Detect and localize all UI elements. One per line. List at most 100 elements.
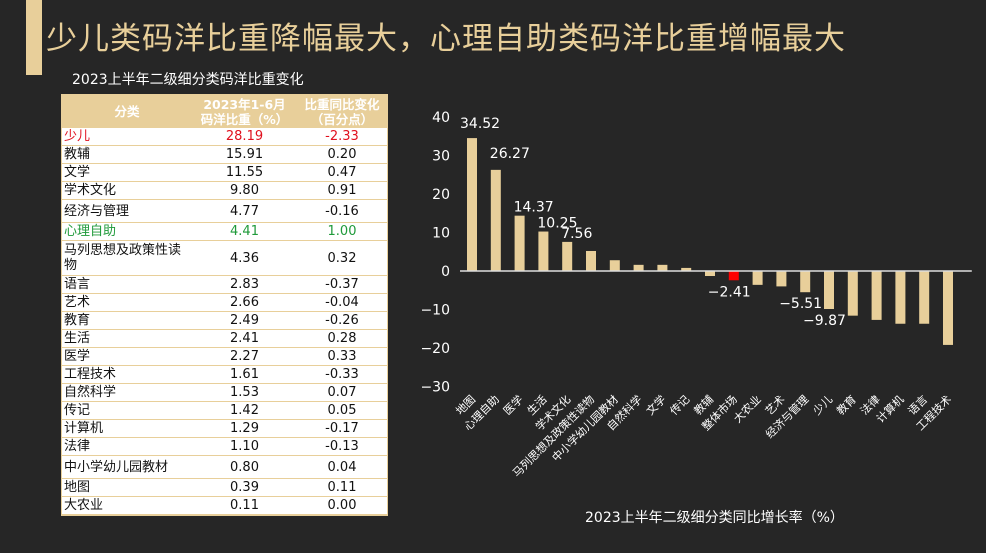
cell-category: 文学 [62, 163, 192, 182]
cell-share: 4.36 [192, 240, 297, 276]
table-row: 大农业 0.11 0.00 [62, 496, 387, 515]
bar [728, 271, 739, 281]
cell-change: 0.32 [297, 240, 387, 276]
y-tick-label: 0 [441, 264, 450, 280]
bar [847, 271, 858, 316]
table-row: 少儿 28.19 -2.33 [62, 128, 387, 146]
y-tick-label: −10 [420, 303, 450, 319]
cell-change: -0.16 [297, 199, 387, 223]
cell-share: 1.53 [192, 383, 297, 402]
cell-share: 0.39 [192, 478, 297, 497]
cell-share: 2.27 [192, 347, 297, 366]
y-tick-label: 10 [432, 226, 450, 242]
cell-change: -0.26 [297, 311, 387, 330]
bar [633, 264, 644, 271]
cell-change: 0.91 [297, 181, 387, 200]
x-category-label: 少儿 [810, 393, 835, 418]
table-row: 计算机 1.29 -0.17 [62, 419, 387, 438]
table-title: 2023上半年二级细分类码洋比重变化 [72, 72, 304, 88]
bar [943, 271, 953, 345]
cell-share: 2.41 [192, 329, 297, 348]
cell-share: 4.77 [192, 199, 297, 223]
table-row: 中小学幼儿园教材 0.80 0.04 [62, 455, 387, 479]
header-category: 分类 [62, 95, 192, 128]
data-label: −9.87 [803, 313, 846, 329]
table-row: 语言 2.83 -0.37 [62, 275, 387, 294]
data-label: 7.56 [561, 226, 592, 242]
cell-share: 28.19 [192, 128, 297, 146]
cell-change: -2.33 [297, 128, 387, 146]
cell-share: 4.41 [192, 222, 297, 241]
cell-share: 0.80 [192, 455, 297, 479]
cell-category: 大农业 [62, 496, 192, 515]
cell-share: 1.42 [192, 401, 297, 420]
x-category-label: 传记 [668, 393, 693, 418]
cell-change: 0.07 [297, 383, 387, 402]
cell-category: 艺术 [62, 293, 192, 312]
bar [562, 241, 573, 271]
table-row: 工程技术 1.61 -0.33 [62, 365, 387, 384]
y-tick-label: 20 [432, 187, 450, 203]
table-row: 法律 1.10 -0.13 [62, 437, 387, 456]
bar [490, 169, 501, 271]
cell-change: 0.04 [297, 455, 387, 479]
table-row: 医学 2.27 0.33 [62, 347, 387, 366]
cell-category: 中小学幼儿园教材 [62, 455, 192, 479]
cell-share: 0.11 [192, 496, 297, 515]
cell-share: 2.83 [192, 275, 297, 294]
bar [586, 250, 596, 271]
table-header-row: 分类 2023年1-6月 码洋比重（%） 比重同比变化 （百分点） [62, 95, 387, 128]
cell-category: 医学 [62, 347, 192, 366]
cell-category: 法律 [62, 437, 192, 456]
y-tick-label: −30 [420, 380, 450, 396]
y-tick-label: −20 [420, 341, 450, 357]
cell-change: -0.04 [297, 293, 387, 312]
share-table: 分类 2023年1-6月 码洋比重（%） 比重同比变化 （百分点） 少儿 28.19-… [61, 94, 388, 516]
table-row: 心理自助 4.41 1.00 [62, 222, 387, 241]
table-row: 经济与管理 4.77 -0.16 [62, 199, 387, 223]
cell-share: 11.55 [192, 163, 297, 182]
header-share: 2023年1-6月 码洋比重（%） [192, 95, 297, 128]
data-label: −5.51 [779, 296, 822, 312]
cell-share: 15.91 [192, 145, 297, 164]
bar [824, 271, 834, 309]
cell-category: 教育 [62, 311, 192, 330]
cell-category: 少儿 [62, 128, 192, 146]
cell-category: 工程技术 [62, 365, 192, 384]
data-label: 10.25 [537, 216, 577, 232]
growth-bar-chart: 403020100−10−20−3034.52地图26.27心理自助14.37医… [420, 110, 972, 480]
data-label: 14.37 [514, 200, 554, 216]
cell-category: 传记 [62, 401, 192, 420]
table-row: 文学 11.55 0.47 [62, 163, 387, 182]
cell-share: 1.61 [192, 365, 297, 384]
bar [705, 271, 715, 277]
bar [538, 231, 549, 271]
cell-change: 0.28 [297, 329, 387, 348]
bar [609, 260, 620, 271]
x-category-label: 大农业 [730, 392, 763, 425]
cell-change: 0.05 [297, 401, 387, 420]
title-accent-bar [26, 0, 42, 75]
bar [800, 271, 811, 293]
cell-category: 心理自助 [62, 222, 192, 241]
bar [776, 271, 787, 287]
data-label: 26.27 [490, 146, 530, 162]
cell-category: 学术文化 [62, 181, 192, 200]
data-label: −2.41 [708, 284, 751, 300]
bar [514, 215, 525, 271]
x-category-label: 计算机 [873, 392, 906, 425]
table-row: 生活 2.41 0.28 [62, 329, 387, 348]
cell-category: 语言 [62, 275, 192, 294]
table-row: 学术文化 9.80 0.91 [62, 181, 387, 200]
bar [467, 138, 477, 271]
cell-share: 2.66 [192, 293, 297, 312]
cell-category: 教辅 [62, 145, 192, 164]
cell-change: 0.47 [297, 163, 387, 182]
cell-category: 马列思想及政策性读物 [62, 240, 192, 276]
bar [895, 271, 906, 324]
bar [871, 271, 882, 320]
cell-share: 9.80 [192, 181, 297, 200]
cell-share: 1.29 [192, 419, 297, 438]
bar [681, 267, 692, 271]
cell-category: 地图 [62, 478, 192, 497]
